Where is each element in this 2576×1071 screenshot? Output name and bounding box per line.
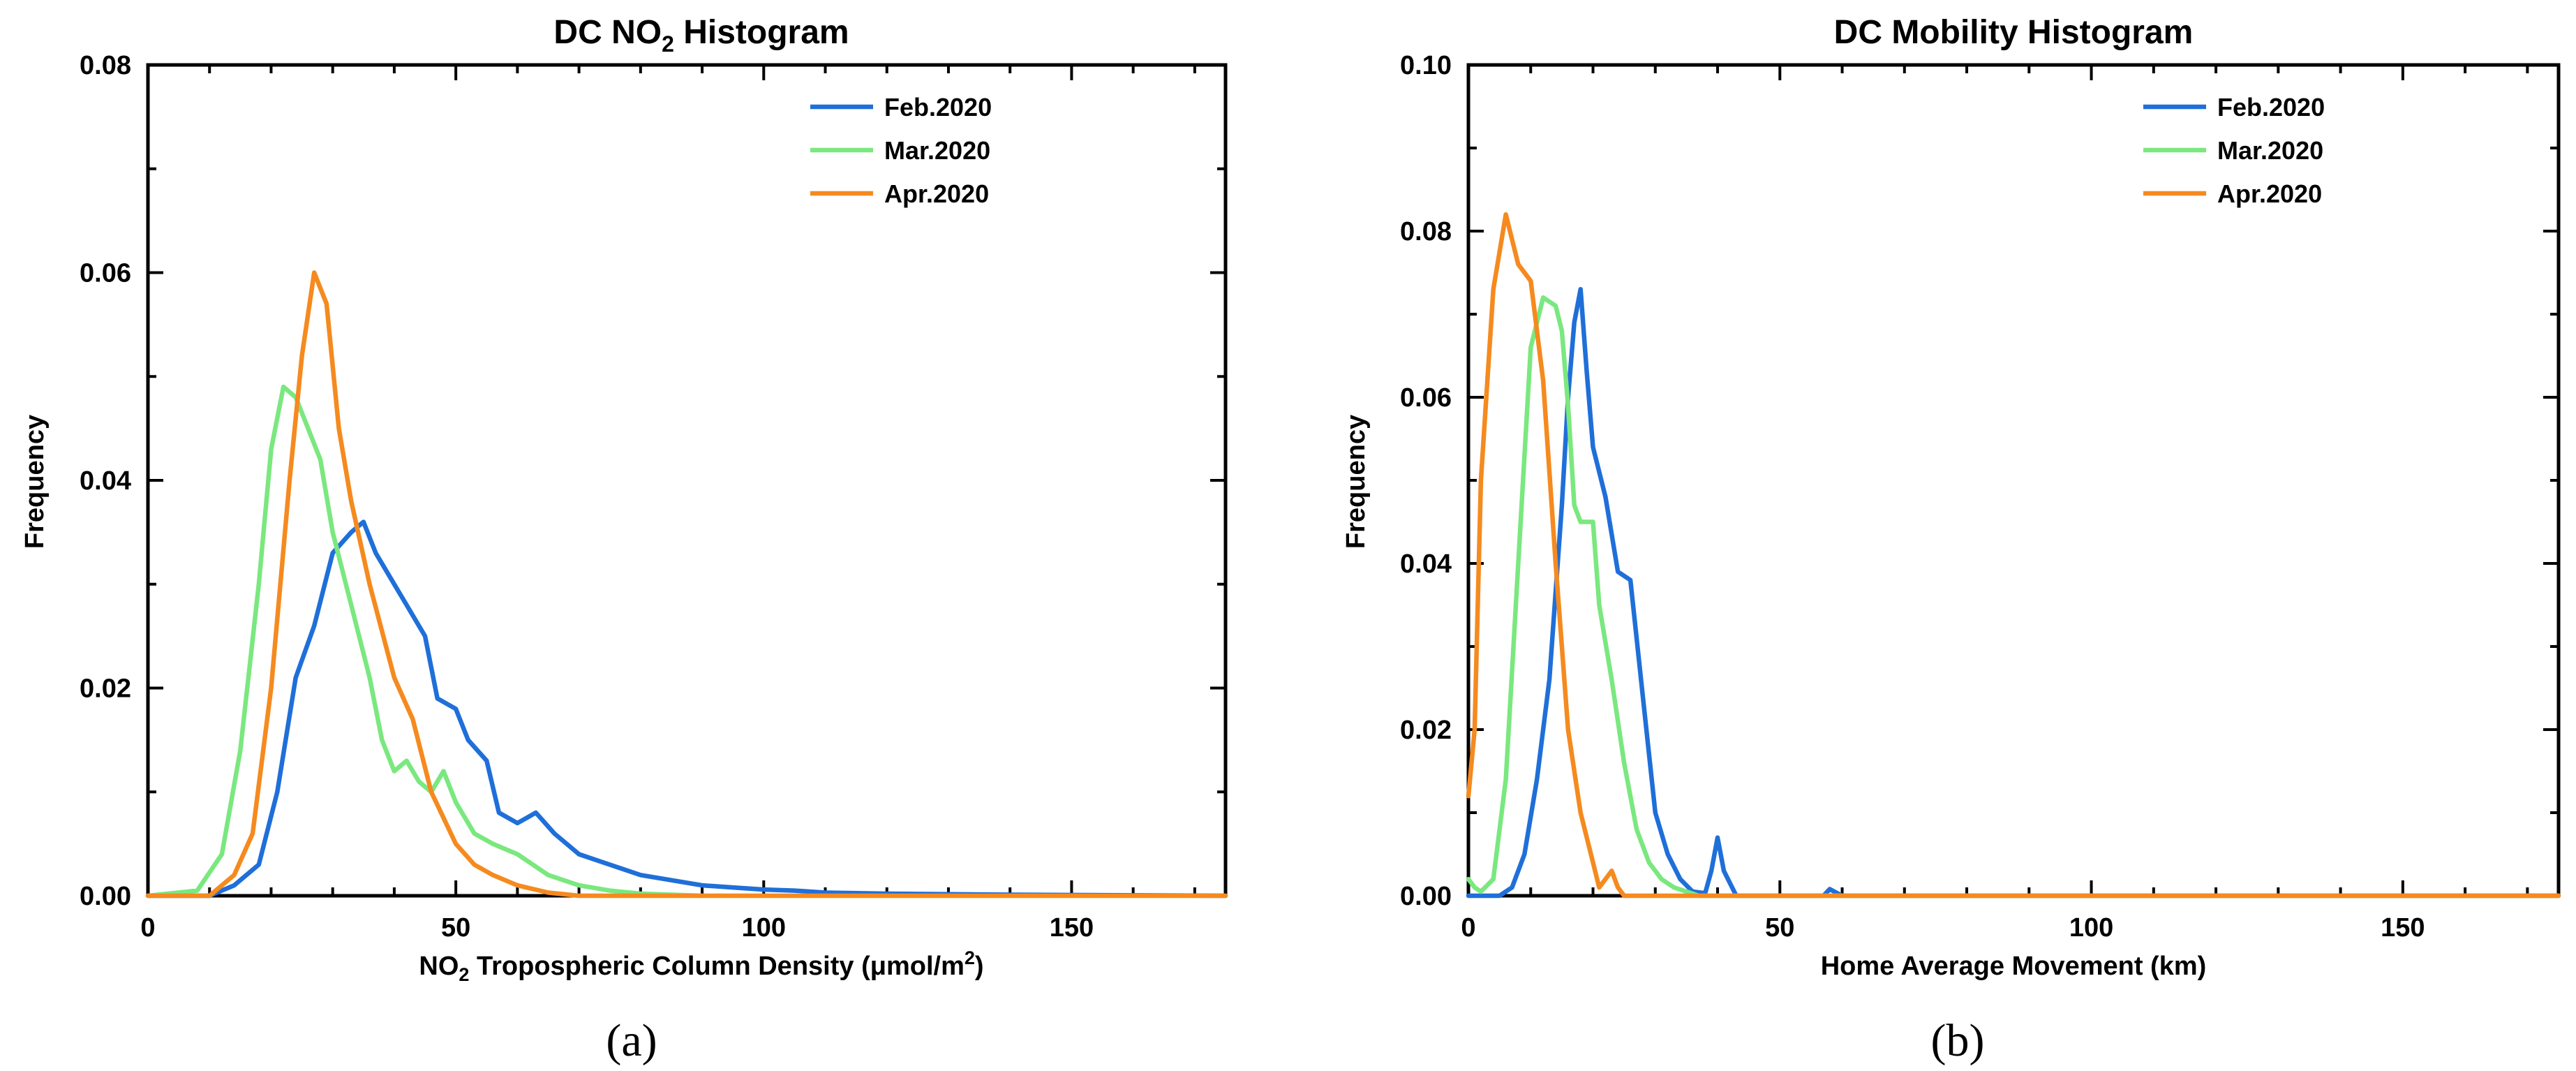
plot-frame-a bbox=[146, 63, 1228, 898]
chart-a-title: DC NO2 Histogram bbox=[553, 14, 849, 57]
legend-label: Feb.2020 bbox=[884, 93, 992, 121]
chart-panel-b: DC Mobility Histogram Home Average Movem… bbox=[1341, 14, 2561, 1066]
chart-b-title: DC Mobility Histogram bbox=[1834, 14, 2194, 51]
chart-b-xlabel: Home Average Movement (km) bbox=[1821, 952, 2207, 981]
x-tick-label: 150 bbox=[2381, 913, 2425, 943]
x-tick-label: 150 bbox=[1050, 913, 1094, 943]
chart-panel-a: DC NO2 Histogram NO2 Tropospheric Column… bbox=[20, 14, 1228, 1066]
chart-a-xlabel: NO2 Tropospheric Column Density (μmol/m2… bbox=[419, 947, 983, 985]
series-line-mar-2020 bbox=[145, 384, 705, 899]
legend-label: Feb.2020 bbox=[2217, 93, 2325, 121]
series-line-apr-2020 bbox=[1466, 212, 2561, 899]
series-line-mar-2020 bbox=[1466, 295, 2561, 899]
x-tick-label: 0 bbox=[140, 913, 155, 943]
y-tick-label: 0.00 bbox=[1400, 882, 1452, 911]
panel-label-a: (a) bbox=[606, 1015, 657, 1066]
x-tick-label: 100 bbox=[742, 913, 786, 943]
x-tick-label: 0 bbox=[1461, 913, 1475, 943]
x-tick-label: 50 bbox=[441, 913, 470, 943]
panel-label-b: (b) bbox=[1931, 1015, 1985, 1066]
series-line-apr-2020 bbox=[145, 270, 1228, 899]
y-tick-label: 0.02 bbox=[80, 674, 131, 704]
legend-label: Apr.2020 bbox=[2217, 179, 2322, 208]
x-tick-label: 50 bbox=[1765, 913, 1794, 943]
legend-label: Mar.2020 bbox=[2217, 136, 2323, 165]
legend-label: Apr.2020 bbox=[884, 179, 989, 208]
y-tick-label: 0.06 bbox=[80, 259, 131, 288]
y-tick-label: 0.04 bbox=[1400, 549, 1452, 579]
chart-a-ylabel: Frequency bbox=[20, 415, 50, 549]
y-tick-label: 0.04 bbox=[80, 466, 131, 496]
chart-b-ylabel: Frequency bbox=[1341, 415, 1371, 549]
y-tick-label: 0.02 bbox=[1400, 716, 1452, 745]
y-tick-label: 0.00 bbox=[80, 882, 131, 911]
y-tick-label: 0.10 bbox=[1400, 51, 1452, 80]
y-tick-label: 0.08 bbox=[1400, 217, 1452, 246]
x-tick-label: 100 bbox=[2069, 913, 2113, 943]
y-tick-label: 0.08 bbox=[80, 51, 131, 80]
series-line-feb-2020 bbox=[145, 519, 1228, 899]
legend-label: Mar.2020 bbox=[884, 136, 990, 165]
plot-frame-b bbox=[1466, 63, 2561, 898]
y-tick-label: 0.06 bbox=[1400, 383, 1452, 413]
